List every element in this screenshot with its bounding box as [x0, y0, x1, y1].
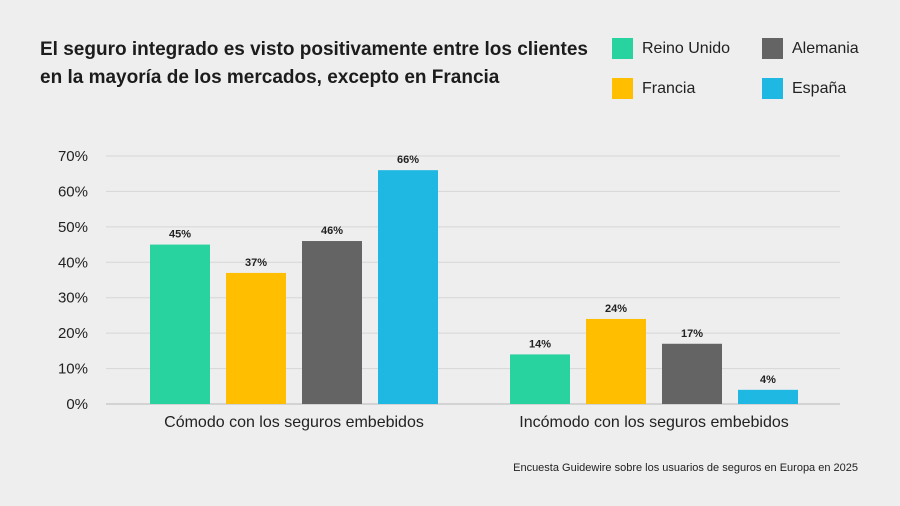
legend-swatch-francia — [612, 78, 633, 99]
legend-label-espana: España — [792, 79, 847, 97]
legend-item-francia: Francia — [612, 78, 695, 99]
legend-item-reino-unido: Reino Unido — [612, 38, 730, 59]
legend-label-francia: Francia — [642, 79, 696, 97]
legend-swatch-reino-unido — [612, 38, 633, 59]
legend-item-espana: España — [762, 78, 846, 99]
y-tick-label: 20% — [58, 325, 88, 342]
bar — [150, 244, 210, 404]
data-label: 4% — [760, 374, 776, 386]
data-label: 66% — [397, 154, 419, 166]
x-tick-label: Cómodo con los seguros embebidos — [164, 414, 424, 431]
bar — [378, 170, 438, 404]
data-label: 37% — [245, 257, 267, 269]
bar — [586, 318, 646, 404]
y-tick-label: 10% — [58, 361, 88, 378]
y-tick-label: 30% — [58, 290, 88, 307]
legend-swatch-espana — [762, 78, 783, 99]
y-tick-label: 70% — [58, 148, 88, 165]
legend-label-alemania: Alemania — [792, 39, 859, 57]
data-label: 14% — [529, 338, 551, 350]
y-tick-label: 50% — [58, 219, 88, 236]
source-note: Encuesta Guidewire sobre los usuarios de… — [513, 462, 858, 474]
bar — [662, 343, 722, 404]
bar — [738, 389, 798, 404]
data-label: 45% — [169, 229, 191, 241]
bar — [302, 241, 362, 404]
data-label: 24% — [605, 303, 627, 315]
x-tick-label: Incómodo con los seguros embebidos — [519, 414, 789, 431]
y-tick-label: 0% — [66, 396, 88, 413]
bar — [226, 272, 286, 404]
legend-swatch-alemania — [762, 38, 783, 59]
data-label: 46% — [321, 225, 343, 237]
y-tick-label: 40% — [58, 254, 88, 271]
chart-title: El seguro integrado es visto positivamen… — [40, 39, 588, 88]
legend-label-reino-unido: Reino Unido — [642, 39, 731, 57]
data-label: 17% — [681, 328, 703, 340]
y-tick-label: 60% — [58, 183, 88, 200]
bar — [510, 354, 570, 404]
legend-item-alemania: Alemania — [762, 38, 859, 59]
